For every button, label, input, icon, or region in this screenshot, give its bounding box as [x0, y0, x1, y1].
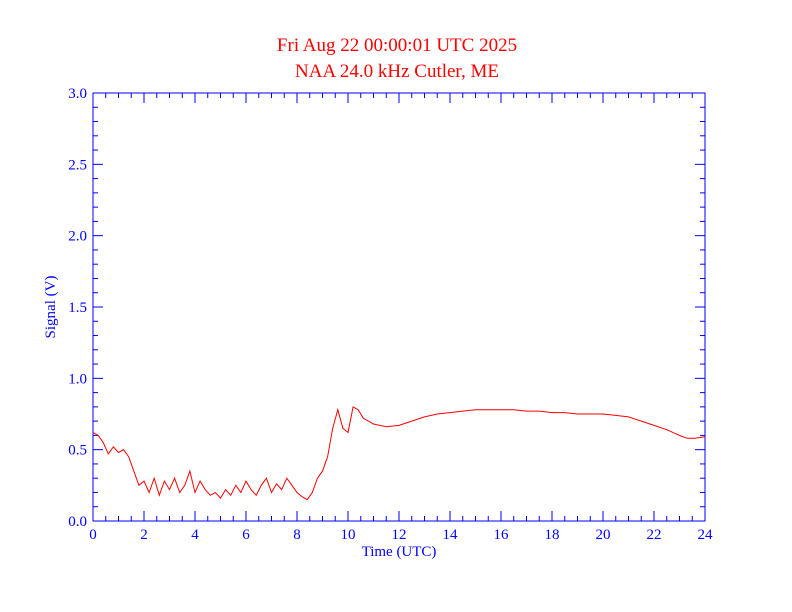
chart-subtitle: NAA 24.0 kHz Cutler, ME [295, 61, 499, 82]
tick-marks [92, 92, 706, 522]
y-tick-label: 0.0 [68, 514, 87, 530]
x-tick-label: 22 [647, 527, 662, 543]
x-tick-label: 20 [596, 527, 611, 543]
chart-title: Fri Aug 22 00:00:01 UTC 2025 [277, 35, 517, 56]
x-tick-label: 14 [443, 527, 459, 543]
x-tick-label: 10 [341, 527, 356, 543]
plot-frame [92, 92, 706, 522]
y-tick-label: 2.0 [68, 229, 87, 245]
y-tick-label: 1.0 [68, 371, 87, 387]
x-tick-labels: 0 2 4 6 8 10 12 14 16 18 20 22 24 [89, 527, 713, 543]
x-tick-label: 16 [494, 527, 510, 543]
x-tick-label: 0 [89, 527, 97, 543]
x-tick-label: 12 [392, 527, 407, 543]
x-tick-label: 2 [140, 527, 148, 543]
x-axis-label: Time (UTC) [362, 544, 437, 560]
series-line [92, 406, 706, 501]
x-tick-label: 24 [698, 527, 714, 543]
y-axis-label: Signal (V) [43, 276, 59, 339]
y-tick-label: 1.5 [68, 300, 87, 316]
x-tick-label: 18 [545, 527, 560, 543]
y-tick-labels: 0.0 0.5 1.0 1.5 2.0 2.5 3.0 [68, 86, 87, 530]
y-tick-label: 0.5 [68, 443, 87, 459]
x-tick-label: 8 [293, 527, 301, 543]
y-tick-label: 3.0 [68, 86, 87, 102]
y-tick-label: 2.5 [68, 157, 87, 173]
x-tick-label: 4 [191, 527, 199, 543]
x-tick-label: 6 [242, 527, 250, 543]
